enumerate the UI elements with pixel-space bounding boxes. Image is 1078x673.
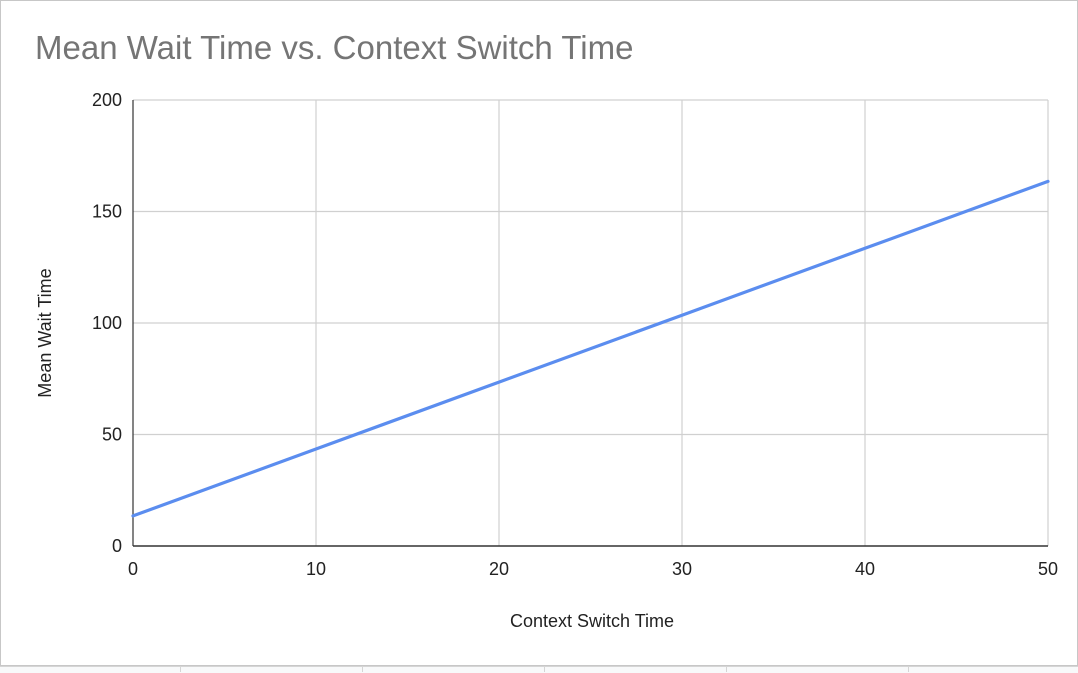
x-axis-label: Context Switch Time [510, 611, 674, 631]
gridlines [133, 99, 1049, 546]
sheet-strip [0, 666, 1078, 673]
series-line [131, 179, 1050, 518]
sheet-strip-divider [544, 666, 545, 672]
y-axis-ticks: 0 50 100 150 200 [92, 90, 122, 556]
x-tick-label: 0 [128, 559, 138, 579]
y-tick-label: 150 [92, 202, 122, 222]
chart-title: Mean Wait Time vs. Context Switch Time [35, 29, 633, 66]
x-tick-label: 50 [1038, 559, 1058, 579]
x-tick-label: 10 [306, 559, 326, 579]
sheet-strip-divider [180, 666, 181, 672]
sheet-strip-divider [908, 666, 909, 672]
sheet-strip-divider [362, 666, 363, 672]
x-tick-label: 40 [855, 559, 875, 579]
y-tick-label: 0 [112, 536, 122, 556]
sheet-strip-divider [726, 666, 727, 672]
y-axis-label: Mean Wait Time [35, 268, 55, 397]
y-tick-label: 200 [92, 90, 122, 110]
x-tick-label: 20 [489, 559, 509, 579]
y-tick-label: 50 [102, 425, 122, 445]
y-tick-label: 100 [92, 313, 122, 333]
x-axis-ticks: 0 10 20 30 40 50 [128, 559, 1058, 579]
x-tick-label: 30 [672, 559, 692, 579]
axes [132, 100, 1048, 547]
series-layer [131, 179, 1050, 518]
